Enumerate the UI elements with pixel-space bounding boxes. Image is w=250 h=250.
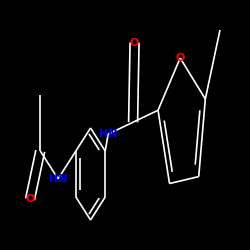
Text: HN: HN (99, 129, 117, 139)
Text: O: O (25, 194, 35, 204)
Text: O: O (130, 38, 139, 48)
Text: HN: HN (49, 174, 67, 184)
Text: O: O (176, 53, 185, 63)
